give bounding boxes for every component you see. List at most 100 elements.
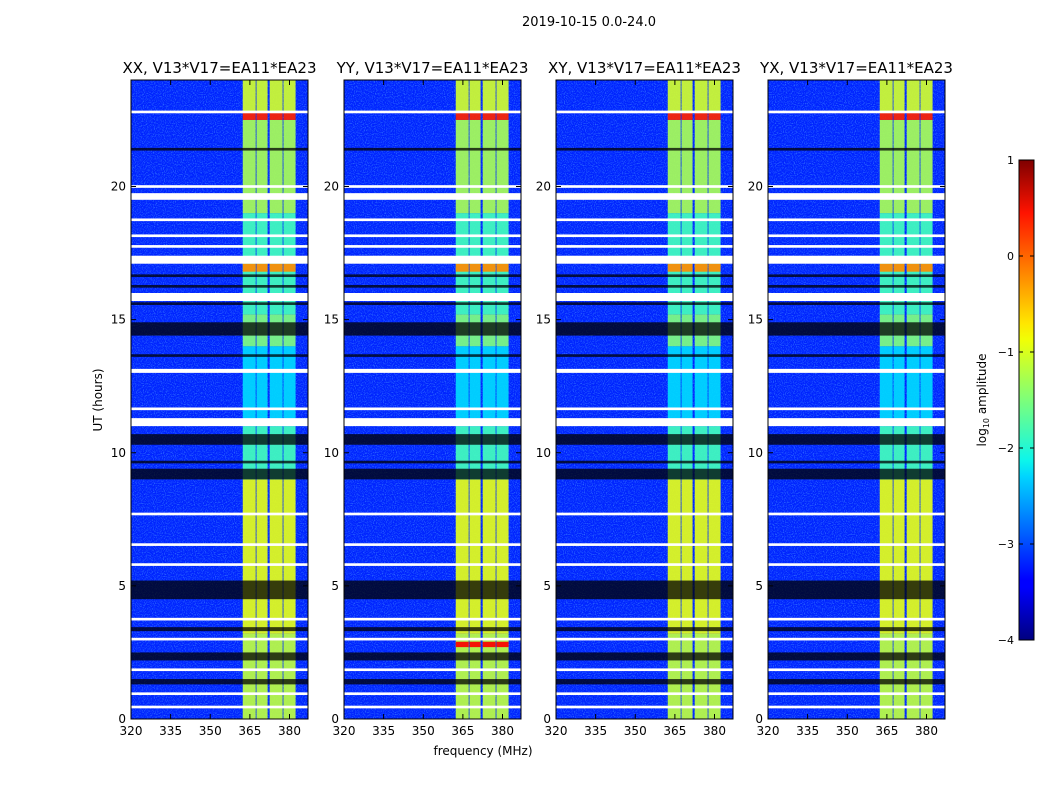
band-cell [694,263,708,272]
band-cell [256,479,268,634]
panel-xx: XX, V13*V17=EA11*EA23 320 335 350 365 380 0 5 10… [111,59,317,738]
axes-frame [555,79,734,720]
flag-row-white [344,368,521,373]
flag-row-black [131,302,308,305]
flag-row-white [131,692,308,696]
flag-row-black [344,468,521,480]
flag-row-black [344,679,521,685]
x-tick-label: 335 [584,724,607,738]
flag-row-white [344,705,521,709]
band-cell [667,119,681,214]
band-cell [496,641,509,648]
flag-row-white [768,563,945,566]
y-axis-label: UT (hours) [91,368,105,431]
x-tick-label: 350 [412,724,435,738]
panel-yx: YX, V13*V17=EA11*EA23 320 335 350 365 380 0 5 10… [748,59,953,738]
colorbar-tick-label: −4 [998,634,1014,647]
band-cell [879,346,893,427]
flag-row-white [344,218,521,222]
flag-row-white [131,407,308,411]
band-cell [893,119,905,214]
axes-frame [343,79,522,720]
flag-row-white [768,218,945,222]
band-cell [496,479,509,634]
flag-row-black [556,354,733,357]
flag-row-white [768,293,945,301]
colorbar-tick-label: −1 [998,346,1014,359]
y-tick-label: 15 [748,313,763,327]
flag-row-black [131,580,308,600]
flag-row-white [556,368,733,373]
flag-row-black [556,627,733,632]
band-cell [906,263,920,272]
flag-row-black [768,434,945,445]
band-cell [496,119,509,214]
band-cell [242,346,256,427]
flag-row-black [344,274,521,278]
flag-row-black [131,434,308,445]
band-cell [469,263,481,272]
band-cell [667,346,681,427]
band-cell [667,111,681,120]
x-tick-label: 320 [545,724,568,738]
colorbar-tick-label: 1 [1007,154,1014,167]
band-cell [469,641,481,648]
band-cell [469,633,481,719]
panel-title: XY, V13*V17=EA11*EA23 [548,59,741,77]
band-cell [906,479,920,634]
band-cell [496,346,509,427]
flag-row-white [344,692,521,696]
flag-row-white [768,245,945,248]
band-cell [469,346,481,427]
band-cell [482,80,496,112]
flag-row-white [344,255,521,264]
colorbar-tick-label: −3 [998,538,1014,551]
colorbar-label: log10 amplitude [975,354,991,447]
flag-row-white [556,563,733,566]
colorbar: 1 0 −1 −2 −3 −4 log10 amplitude [975,154,1035,647]
flag-row-white [344,185,521,188]
flag-row-white [768,617,945,621]
x-tick-label: 380 [278,724,301,738]
band-cell [681,426,693,480]
colorbar-tick-label: 0 [1007,250,1014,263]
y-tick-label: 10 [111,446,126,460]
flag-row-white [556,234,733,238]
flag-row-black [131,460,308,464]
flag-row-white [131,193,308,200]
flag-row-black [556,322,733,336]
band-cell [455,263,469,272]
band-cell [242,479,256,634]
band-cell [920,119,933,214]
band-cell [920,263,933,272]
x-axis-label: frequency (MHz) [433,744,532,758]
x-tick-label: 365 [238,724,261,738]
colorbar-scale [1018,159,1035,641]
flag-row-black [768,147,945,151]
flag-row-white [344,668,521,672]
band-cell [256,426,268,480]
band-cell [269,119,283,214]
flag-row-white [556,255,733,264]
band-cell [283,263,296,272]
band-cell [283,80,296,112]
flag-row-white [556,543,733,546]
flag-row-white [556,617,733,621]
flag-row-white [556,512,733,516]
band-cell [482,119,496,214]
flag-row-black [556,468,733,480]
panel-title: YX, V13*V17=EA11*EA23 [759,59,953,77]
flag-row-black [344,285,521,288]
flag-row-white [344,543,521,546]
band-cell [242,119,256,214]
flag-row-black [556,580,733,600]
y-tick-label: 0 [543,712,551,726]
x-tick-label: 350 [836,724,859,738]
flag-row-white [344,193,521,200]
flag-row-black [768,274,945,278]
band-cell [906,119,920,214]
flag-row-white [768,705,945,709]
flag-row-white [344,293,521,301]
flag-row-white [344,407,521,411]
band-cell [455,346,469,427]
